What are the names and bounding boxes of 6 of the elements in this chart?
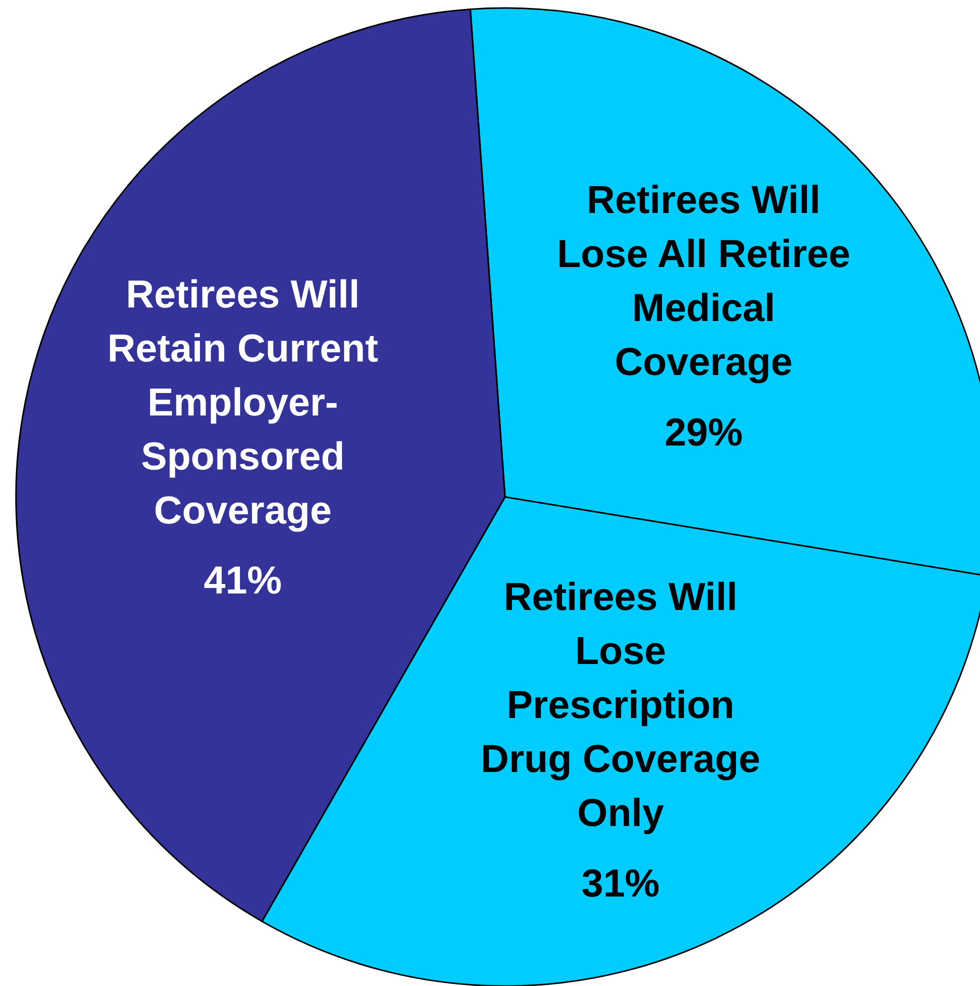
data-label: 29% [664,411,743,454]
data-label: 41% [204,560,282,603]
data-label: 31% [582,862,660,906]
slice-label: Retirees Will Lose All Retiree Medical Coverage [556,179,850,384]
slice-label: Retirees Will Lose Prescription Drug Coverage Only [480,576,760,836]
slice-label: Retirees Will Retain Current Employer- Sponsored Coverage [107,274,378,533]
